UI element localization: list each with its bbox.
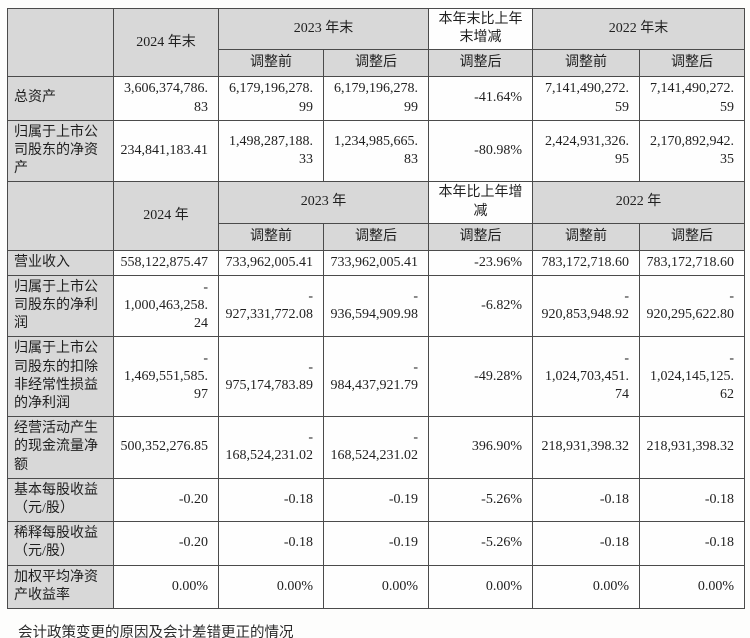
value-cell: -23.96% — [428, 249, 533, 276]
corner-cell-block2 — [7, 181, 114, 251]
value-cell: -49.28% — [428, 336, 533, 418]
row-label: 归属于上市公司股东的净利润 — [7, 274, 114, 338]
value-cell: 500,352,276.85 — [113, 416, 219, 479]
value-cell: 218,931,398.32 — [532, 416, 640, 479]
value-cell: 1,498,287,188.33 — [218, 119, 324, 183]
value-cell: -0.20 — [113, 521, 219, 566]
value-cell: - 936,594,909.98 — [323, 274, 429, 338]
value-cell: - 927,331,772.08 — [218, 274, 324, 338]
table-row-weighted-average-roe: 加权平均净资产收益率 0.00% 0.00% 0.00% 0.00% 0.00%… — [7, 564, 745, 609]
value-cell: -0.18 — [639, 477, 745, 523]
row-label: 归属于上市公司股东的扣除非经常性损益的净利润 — [7, 336, 114, 418]
value-cell: -6.82% — [428, 274, 533, 338]
value-cell: 558,122,875.47 — [113, 249, 219, 276]
sub-header-after-adjustment: 调整后 — [639, 49, 745, 78]
table-row-basic-eps: 基本每股收益（元/股） -0.20 -0.18 -0.19 -5.26% -0.… — [7, 477, 745, 523]
value-cell: 7,141,490,272.59 — [639, 76, 745, 121]
value-cell: - 1,469,551,585.97 — [113, 336, 219, 418]
row-label: 基本每股收益（元/股） — [7, 477, 114, 523]
value-cell: - 168,524,231.02 — [218, 416, 324, 479]
value-cell: 1,234,985,665.83 — [323, 119, 429, 183]
value-cell: 0.00% — [428, 564, 533, 609]
value-cell: -80.98% — [428, 119, 533, 183]
table-row-net-assets: 归属于上市公司股东的净资产 234,841,183.41 1,498,287,1… — [7, 119, 745, 183]
row-label: 归属于上市公司股东的净资产 — [7, 119, 114, 183]
value-cell: 733,962,005.41 — [218, 249, 324, 276]
table-row-operating-revenue: 营业收入 558,122,875.47 733,962,005.41 733,9… — [7, 249, 745, 276]
value-cell: 234,841,183.41 — [113, 119, 219, 183]
value-cell: 0.00% — [218, 564, 324, 609]
table-row-operating-cash-flow: 经营活动产生的现金流量净额 500,352,276.85 - 168,524,2… — [7, 416, 745, 479]
sub-header-before-adjustment: 调整前 — [218, 49, 324, 78]
column-header-2024: 2024 年 — [113, 181, 219, 251]
column-header-2023-year-end: 2023 年末 — [218, 7, 429, 51]
value-cell: 0.00% — [639, 564, 745, 609]
sub-header-after-adjustment: 调整后 — [428, 49, 533, 78]
sub-header-after-adjustment: 调整后 — [323, 49, 429, 78]
value-cell: 7,141,490,272.59 — [532, 76, 640, 121]
value-cell: -5.26% — [428, 521, 533, 566]
table-row-total-assets: 总资产 3,606,374,786.83 6,179,196,278.99 6,… — [7, 76, 745, 121]
value-cell: - 920,853,948.92 — [532, 274, 640, 338]
value-cell: 0.00% — [532, 564, 640, 609]
value-cell: -41.64% — [428, 76, 533, 121]
value-cell: - 1,000,463,258.24 — [113, 274, 219, 338]
column-header-yoy-change-year-end: 本年末比上年末增减 — [428, 7, 533, 51]
value-cell: 0.00% — [323, 564, 429, 609]
value-cell: 2,424,931,326.95 — [532, 119, 640, 183]
column-header-yoy-change: 本年比上年增减 — [428, 181, 533, 224]
column-header-2023: 2023 年 — [218, 181, 429, 224]
value-cell: -0.18 — [532, 521, 640, 566]
value-cell: 396.90% — [428, 416, 533, 479]
value-cell: -0.18 — [218, 521, 324, 566]
value-cell: 783,172,718.60 — [532, 249, 640, 276]
value-cell: 0.00% — [113, 564, 219, 609]
value-cell: -0.19 — [323, 521, 429, 566]
value-cell: -0.18 — [532, 477, 640, 523]
sub-header-after-adjustment: 调整后 — [428, 222, 533, 251]
value-cell: - 168,524,231.02 — [323, 416, 429, 479]
table-row-diluted-eps: 稀释每股收益（元/股） -0.20 -0.18 -0.19 -5.26% -0.… — [7, 521, 745, 566]
value-cell: - 1,024,145,125.62 — [639, 336, 745, 418]
column-header-2022-year-end: 2022 年末 — [532, 7, 745, 51]
table-row-net-profit-excl-nonrecurring: 归属于上市公司股东的扣除非经常性损益的净利润 - 1,469,551,585.9… — [7, 336, 745, 418]
value-cell: - 1,024,703,451.74 — [532, 336, 640, 418]
value-cell: - 975,174,783.89 — [218, 336, 324, 418]
table-row-net-profit: 归属于上市公司股东的净利润 - 1,000,463,258.24 - 927,3… — [7, 274, 745, 338]
value-cell: -0.18 — [218, 477, 324, 523]
value-cell: 218,931,398.32 — [639, 416, 745, 479]
sub-header-before-adjustment: 调整前 — [218, 222, 324, 251]
row-label: 经营活动产生的现金流量净额 — [7, 416, 114, 479]
row-label: 稀释每股收益（元/股） — [7, 521, 114, 566]
footer-note: 会计政策变更的原因及会计差错更正的情况 — [18, 624, 294, 638]
sub-header-after-adjustment: 调整后 — [639, 222, 745, 251]
value-cell: -0.20 — [113, 477, 219, 523]
value-cell: 3,606,374,786.83 — [113, 76, 219, 121]
row-label: 加权平均净资产收益率 — [7, 564, 114, 609]
financial-summary-table: 2024 年末 2023 年末 本年末比上年末增减 2022 年末 调整前 调整… — [7, 7, 745, 609]
value-cell: 2,170,892,942.35 — [639, 119, 745, 183]
value-cell: -5.26% — [428, 477, 533, 523]
corner-cell-block1 — [7, 7, 114, 78]
value-cell: 783,172,718.60 — [639, 249, 745, 276]
value-cell: 733,962,005.41 — [323, 249, 429, 276]
value-cell: - 984,437,921.79 — [323, 336, 429, 418]
value-cell: - 920,295,622.80 — [639, 274, 745, 338]
column-header-2024-year-end: 2024 年末 — [113, 7, 219, 78]
value-cell: 6,179,196,278.99 — [218, 76, 324, 121]
row-label: 总资产 — [7, 76, 114, 121]
row-label: 营业收入 — [7, 249, 114, 276]
value-cell: -0.18 — [639, 521, 745, 566]
column-header-2022: 2022 年 — [532, 181, 745, 224]
sub-header-after-adjustment: 调整后 — [323, 222, 429, 251]
value-cell: 6,179,196,278.99 — [323, 76, 429, 121]
value-cell: -0.19 — [323, 477, 429, 523]
sub-header-before-adjustment: 调整前 — [532, 222, 640, 251]
sub-header-before-adjustment: 调整前 — [532, 49, 640, 78]
